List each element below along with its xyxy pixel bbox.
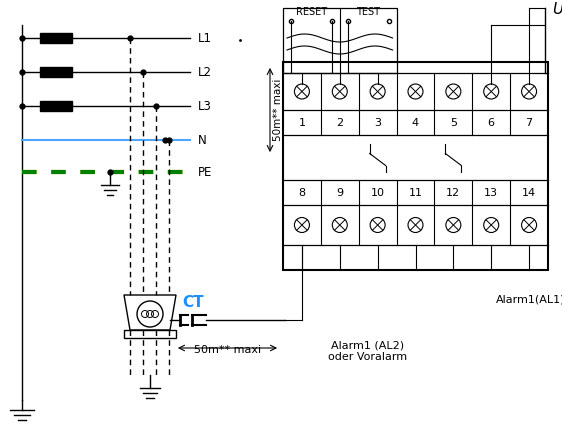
- Text: 50m** maxi: 50m** maxi: [273, 79, 283, 141]
- Text: Alarm1 (AL2)
oder Voralarm: Alarm1 (AL2) oder Voralarm: [328, 340, 407, 362]
- Text: 9: 9: [336, 187, 343, 198]
- Text: 2: 2: [336, 118, 343, 127]
- Text: 5: 5: [450, 118, 457, 127]
- Text: PE: PE: [198, 165, 212, 178]
- Text: 50m** maxi: 50m** maxi: [194, 345, 261, 355]
- Text: CT: CT: [182, 295, 203, 310]
- Bar: [124, 330, 176, 338]
- Text: 6: 6: [488, 118, 495, 127]
- Text: Alarm1(AL1): Alarm1(AL1): [496, 295, 562, 305]
- Bar: [40, 101, 72, 111]
- Text: 10: 10: [371, 187, 384, 198]
- Text: N: N: [198, 133, 207, 147]
- Text: 13: 13: [484, 187, 498, 198]
- Text: TEST: TEST: [356, 7, 380, 17]
- Text: 7: 7: [525, 118, 533, 127]
- Text: 11: 11: [409, 187, 423, 198]
- Text: 1: 1: [298, 118, 305, 127]
- Text: 12: 12: [446, 187, 460, 198]
- Bar: [40, 67, 72, 77]
- Text: 8: 8: [298, 187, 306, 198]
- Text: 3: 3: [374, 118, 381, 127]
- Bar: [283, 8, 397, 73]
- Bar: [283, 62, 548, 270]
- Text: L1: L1: [198, 32, 212, 44]
- Bar: [40, 33, 72, 43]
- Text: 4: 4: [412, 118, 419, 127]
- Text: Us: Us: [552, 3, 562, 17]
- Text: L2: L2: [198, 66, 212, 78]
- Text: 14: 14: [522, 187, 536, 198]
- Text: RESET: RESET: [296, 7, 327, 17]
- Text: L3: L3: [198, 100, 212, 112]
